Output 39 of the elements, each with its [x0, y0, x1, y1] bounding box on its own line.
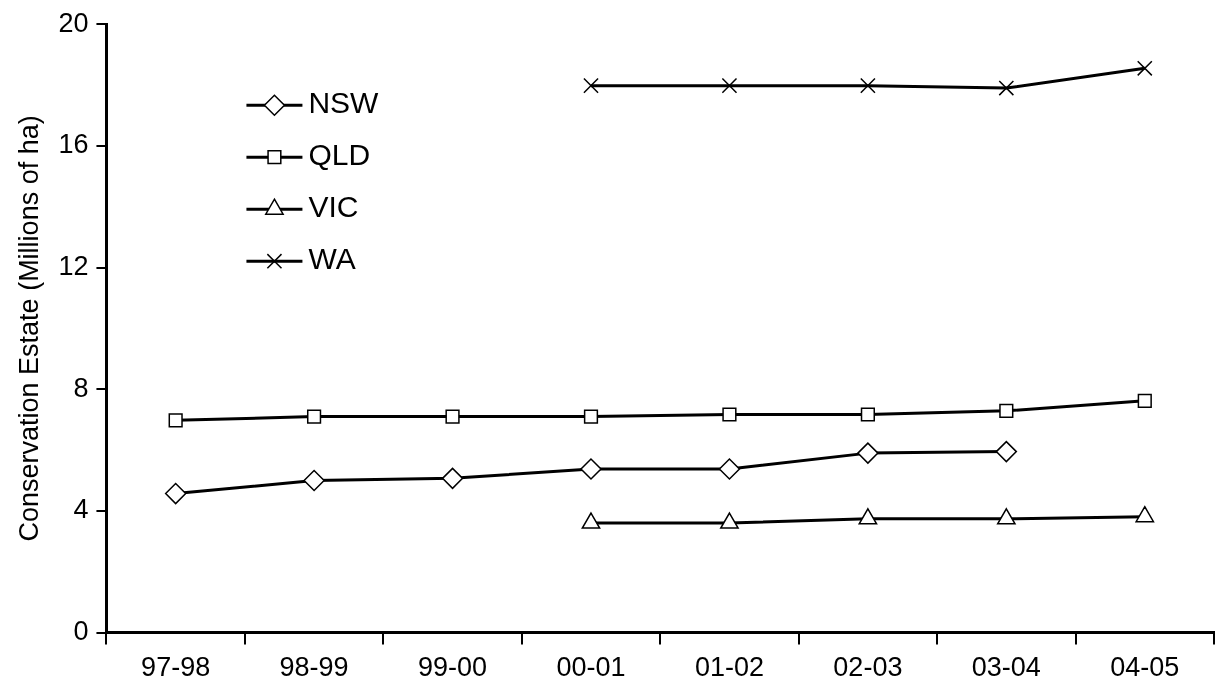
- x-tick-label: 01-02: [694, 652, 764, 683]
- point: [999, 403, 1014, 418]
- legend-label: QLD: [308, 138, 371, 172]
- point: [441, 467, 464, 490]
- x-tick-label: 02-03: [833, 652, 903, 683]
- y-tick-label: 4: [73, 494, 89, 525]
- point: [164, 482, 187, 505]
- point: [303, 469, 325, 492]
- legend-label: VIC: [308, 190, 359, 224]
- point: [860, 407, 875, 422]
- point: [445, 409, 460, 424]
- y-axis-title: Conservation Estate (Millions of ha): [13, 115, 44, 542]
- point: [1137, 393, 1152, 408]
- x-tick-label: 98-99: [279, 652, 349, 683]
- y-tick-label: 16: [58, 129, 89, 160]
- x-tick-label: 03-04: [971, 652, 1041, 683]
- legend-label: NSW: [308, 86, 380, 120]
- point: [995, 440, 1018, 463]
- x-tick-label: 00-01: [556, 652, 626, 683]
- point: [860, 77, 876, 94]
- point: [168, 413, 183, 428]
- y-tick-label: 20: [58, 7, 89, 38]
- x-tick-label: 04-05: [1110, 652, 1180, 683]
- y-tick-label: 8: [73, 372, 89, 403]
- point: [306, 409, 322, 424]
- point: [722, 407, 737, 422]
- x-tick-label: 99-00: [418, 652, 488, 683]
- point: [718, 458, 741, 480]
- point: [1136, 60, 1153, 77]
- point: [998, 80, 1015, 96]
- y-tick-label: 12: [58, 251, 89, 282]
- point: [580, 458, 602, 480]
- point: [583, 409, 599, 424]
- point: [721, 77, 738, 94]
- legend-label: WA: [308, 242, 356, 276]
- y-tick-label: 0: [73, 616, 89, 647]
- point: [857, 442, 879, 464]
- x-tick-label: 97-98: [141, 652, 211, 683]
- point: [583, 77, 599, 94]
